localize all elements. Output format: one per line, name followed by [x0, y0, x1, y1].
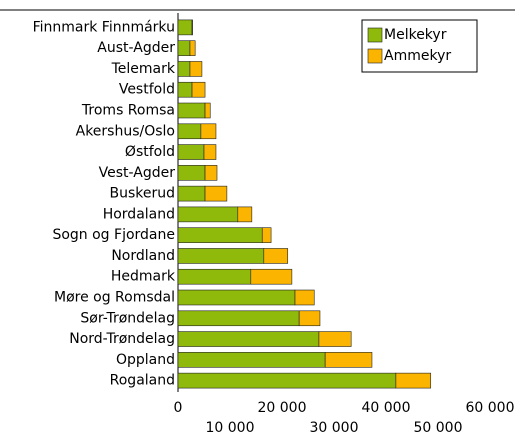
- bar: [189, 61, 203, 77]
- y-tick-label: Møre og Romsdal: [54, 290, 175, 306]
- y-tick-label: Rogaland: [110, 373, 175, 389]
- bar: [250, 268, 293, 285]
- x-tick-label: 0: [174, 400, 183, 416]
- y-tick-label: Finnmark Finnmárku: [33, 19, 175, 35]
- y-tick-label: Hedmark: [111, 269, 176, 285]
- bar: [177, 102, 206, 119]
- y-tick-label: Vestfold: [119, 82, 175, 98]
- bar: [177, 289, 296, 306]
- legend-label: Melkekyr: [384, 27, 447, 43]
- bar: [177, 268, 252, 285]
- bar: [177, 165, 206, 181]
- x-tick-label: 60 000: [466, 400, 515, 416]
- y-tick-label: Østfold: [125, 144, 175, 160]
- bar: [177, 19, 193, 36]
- bar: [177, 372, 397, 389]
- bar: [204, 185, 228, 202]
- y-tick-label: Vest-Agder: [99, 165, 176, 181]
- y-tick-label: Sogn og Fjordane: [52, 227, 175, 243]
- x-tick-label: 10 000: [206, 420, 255, 436]
- bar: [261, 227, 272, 243]
- bar: [191, 19, 193, 36]
- legend-swatch: [367, 27, 383, 43]
- bar: [237, 206, 253, 223]
- bar: [200, 123, 217, 140]
- bar: [177, 123, 202, 140]
- y-tick-label: Hordaland: [103, 206, 175, 222]
- bar: [177, 352, 326, 368]
- bar: [203, 144, 217, 160]
- bar: [298, 310, 321, 327]
- bar: [177, 227, 263, 243]
- bar: [324, 352, 373, 368]
- y-tick-label: Sør-Trøndelag: [80, 310, 175, 326]
- x-tick-label: 20 000: [258, 400, 307, 416]
- bar: [177, 185, 206, 202]
- legend-label: Ammekyr: [384, 48, 451, 64]
- bar: [204, 102, 211, 119]
- x-tick-label: 30 000: [310, 420, 359, 436]
- bar: [318, 331, 352, 347]
- bar: [177, 40, 191, 56]
- legend-swatch: [367, 48, 383, 64]
- x-tick-label: 40 000: [362, 400, 411, 416]
- bar: [189, 40, 196, 56]
- bar: [177, 248, 265, 264]
- x-tick-label: 50 000: [414, 420, 463, 436]
- bar: [177, 310, 300, 327]
- bar: [177, 331, 320, 347]
- bar: [191, 81, 206, 98]
- bar: [177, 144, 205, 160]
- y-tick-label: Oppland: [116, 352, 175, 368]
- y-tick-label: Nordland: [111, 248, 175, 264]
- y-tick-label: Nord-Trøndelag: [69, 331, 175, 347]
- y-tick-label: Troms Romsa: [81, 103, 175, 119]
- bar: [263, 248, 289, 264]
- y-tick-label: Telemark: [111, 61, 176, 77]
- bar: [177, 81, 193, 98]
- bar: [177, 206, 239, 223]
- bar: [294, 289, 315, 306]
- bar: [204, 165, 218, 181]
- bar: [395, 372, 432, 389]
- y-tick-label: Akershus/Oslo: [76, 123, 175, 139]
- bar: [177, 61, 191, 77]
- y-tick-label: Aust-Agder: [97, 40, 175, 56]
- y-tick-label: Buskerud: [109, 186, 175, 202]
